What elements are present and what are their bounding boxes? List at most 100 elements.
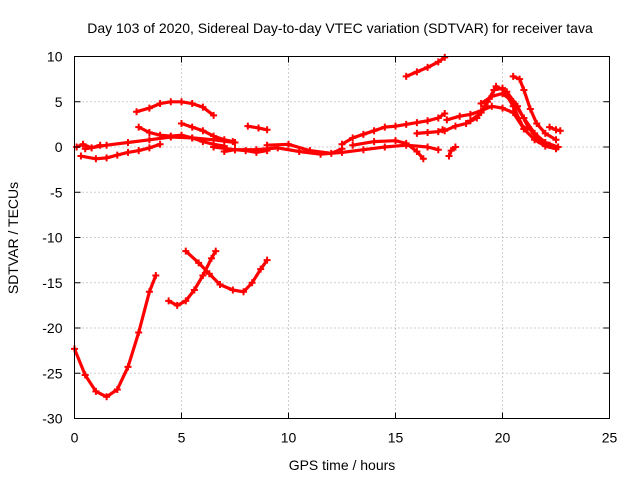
data-point [520,125,528,133]
data-point [255,124,263,132]
x-tick-label: 15 [388,430,404,446]
data-point [552,136,560,144]
data-point [242,147,250,155]
data-point [413,68,421,76]
data-point [520,114,528,122]
y-tick-label: -15 [42,275,62,291]
data-point [466,110,474,118]
data-point [349,141,357,149]
data-point [413,129,421,137]
data-point [520,86,528,94]
data-point [419,155,427,163]
data-point [173,301,181,309]
data-point [178,119,185,127]
data-point [447,147,455,155]
data-point [257,265,265,273]
data-point [79,140,87,148]
data-point [306,147,314,155]
y-tick-label: -25 [42,365,62,381]
data-point [81,371,89,379]
data-point [210,111,218,119]
data-point [135,329,143,337]
data-point [167,132,175,140]
data-point [210,143,218,151]
data-point [195,259,203,267]
data-point [103,154,111,162]
data-point [216,281,224,289]
data-point [199,138,207,146]
data-point [413,119,421,127]
data-point [212,247,220,255]
data-point [145,136,153,144]
data-point [113,151,121,159]
data-point [229,138,237,146]
plot-area [71,53,564,401]
data-point [402,72,410,80]
data-point [124,363,132,371]
data-point [178,131,185,139]
data-point [402,139,410,147]
data-point [462,119,470,127]
data-point [441,127,449,135]
data-point [456,112,464,120]
data-point [220,148,228,156]
y-tick-label: -10 [42,230,62,246]
data-point [135,147,143,155]
data-point [182,247,190,255]
data-point [135,123,143,131]
data-point [145,288,153,296]
data-point [103,141,111,149]
data-point [434,146,442,154]
x-axis-label: GPS time / hours [289,457,396,473]
data-point [526,105,534,113]
data-point [240,288,248,296]
x-tick-label: 10 [281,430,297,446]
data-point [199,272,207,280]
data-point [220,136,228,144]
data-point [499,90,506,98]
data-point [413,148,421,156]
data-point [424,129,432,137]
data-point [370,127,378,135]
data-point [229,286,237,294]
axis-ticks: 0 5 10 15 20 25 -30 -25 -20 -15 -10 -5 0 5 10 [42,49,617,446]
data-point [381,123,389,131]
y-tick-label: -30 [42,411,62,427]
data-point [205,270,213,278]
data-point [359,146,367,154]
data-point [441,110,449,118]
x-tick-label: 20 [495,430,511,446]
data-point [199,127,207,135]
data-point [252,148,260,156]
data-point [349,134,357,142]
data-point [477,109,485,117]
data-point [178,98,185,106]
data-point [499,104,506,112]
data-point [516,75,524,83]
x-tick-label: 0 [71,430,79,446]
data-point [210,132,218,140]
y-tick-label: 0 [55,139,63,155]
data-point [546,123,554,131]
data-point [488,102,496,110]
data-point [244,122,252,130]
series-line-arc-1 [72,273,158,399]
grid [74,56,610,419]
chart-title: Day 103 of 2020, Sidereal Day-to-day VTE… [87,20,593,36]
data-point [359,130,367,138]
data-point [156,100,164,108]
y-tick-label: 10 [47,49,63,65]
data-point [327,149,335,157]
data-point [424,143,432,151]
data-point [451,143,459,151]
data-point [533,119,541,127]
data-point [434,58,442,66]
data-point [133,108,141,116]
data-point [263,126,271,134]
data-point [370,138,378,146]
data-point [509,98,517,106]
data-point [81,145,89,153]
data-point [451,122,459,130]
data-point [124,138,132,146]
data-point [295,148,303,156]
